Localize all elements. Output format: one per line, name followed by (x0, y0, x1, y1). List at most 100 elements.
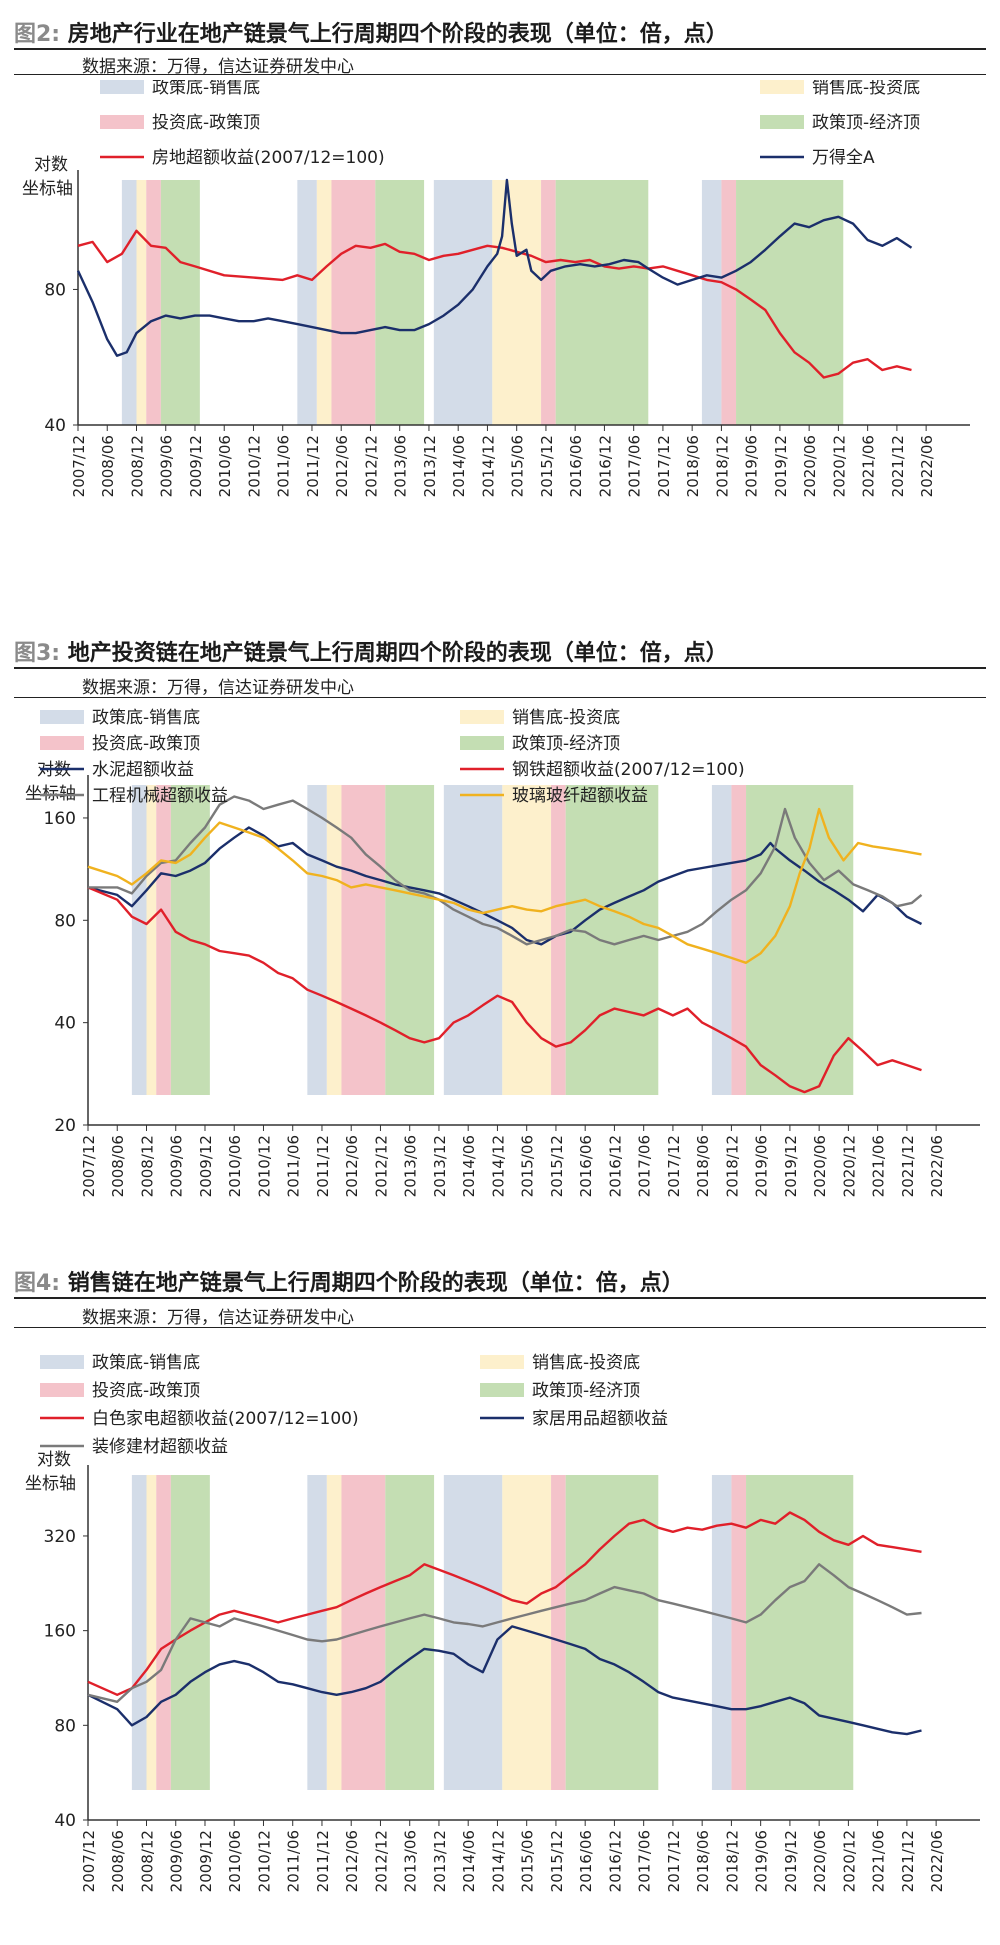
x-tick-label-2015-06: 2015/06 (519, 1830, 537, 1892)
x-tick-label-2019-06: 2019/06 (753, 1135, 771, 1197)
phase-band-政策底-销售底-3 (711, 1475, 732, 1790)
x-tick-label-2012-12: 2012/12 (372, 1830, 390, 1892)
x-tick-label-2020-06: 2020/06 (811, 1830, 829, 1892)
y-axis-title-line-1: 对数 (34, 155, 68, 175)
figure-4-title: 图4: 销售链在地产链景气上行周期四个阶段的表现（单位：倍，点） (14, 1265, 684, 1297)
x-tick-label-2014-12: 2014/12 (489, 1135, 507, 1197)
series-line-万得全A (76, 178, 913, 357)
phase-band-销售底-投资底-2 (492, 180, 542, 425)
x-tick-label-2015-12: 2015/12 (538, 435, 556, 497)
x-tick-label-2009-12: 2009/12 (197, 1830, 215, 1892)
x-tick-label-2020-12: 2020/12 (840, 1830, 858, 1892)
x-tick-label-2021-06: 2021/06 (860, 435, 878, 497)
phase-band-投资底-政策顶-1 (331, 180, 376, 425)
x-tick-label-2019-12: 2019/12 (782, 1135, 800, 1197)
x-tick-label-2010-06: 2010/06 (226, 1830, 244, 1892)
legend-swatch-政策底-销售底 (40, 1355, 84, 1369)
phase-band-投资底-政策顶-0 (146, 180, 161, 425)
x-tick-label-2022-06: 2022/06 (928, 1135, 946, 1197)
x-tick-label-2009-12: 2009/12 (187, 435, 205, 497)
phase-band-政策底-销售底-2 (443, 1475, 503, 1790)
x-tick-label-2010-12: 2010/12 (255, 1135, 273, 1197)
legend-label-政策底-销售底: 政策底-销售底 (92, 1353, 200, 1373)
figure-2-source-rule (14, 74, 986, 75)
figure-3-title: 图3: 地产投资链在地产链景气上行周期四个阶段的表现（单位：倍，点） (14, 635, 728, 667)
phase-band-政策底-销售底-1 (307, 1475, 327, 1790)
x-tick-label-2013-12: 2013/12 (421, 435, 439, 497)
x-tick-label-2010-06: 2010/06 (226, 1135, 244, 1197)
phase-band-政策顶-经济顶-2 (565, 1475, 659, 1790)
x-tick-label-2011-12: 2011/12 (304, 435, 322, 497)
legend-label-白色家电超额收益: 白色家电超额收益(2007/12=100) (92, 1409, 359, 1429)
series-line-水泥超额收益 (87, 826, 923, 946)
figure-3-label: 图3: (14, 641, 61, 666)
legend-swatch-政策底-销售底 (40, 710, 84, 724)
x-tick-label-2016-06: 2016/06 (577, 1135, 595, 1197)
figure-3: 图3: 地产投资链在地产链景气上行周期四个阶段的表现（单位：倍，点） 数据来源：… (0, 635, 1000, 1275)
x-tick-label-2016-12: 2016/12 (596, 435, 614, 497)
x-tick-label-2018-12: 2018/12 (723, 1135, 741, 1197)
phase-band-销售底-投资底-0 (136, 180, 147, 425)
legend-swatch-投资底-政策顶 (100, 115, 144, 129)
phase-band-政策底-销售底-2 (443, 785, 503, 1095)
phase-band-销售底-投资底-1 (326, 785, 342, 1095)
legend-swatch-销售底-投资底 (460, 710, 504, 724)
series-line-玻璃玻纤超额收益 (87, 807, 922, 964)
legend-label-投资底-政策顶: 投资底-政策顶 (92, 1381, 200, 1401)
x-tick-label-2012-12: 2012/12 (362, 435, 380, 497)
figure-2-label: 图2: (14, 22, 61, 47)
x-tick-label-2020-12: 2020/12 (840, 1135, 858, 1197)
phase-band-政策底-销售底-1 (307, 785, 327, 1095)
x-tick-label-2020-06: 2020/06 (811, 1135, 829, 1197)
phase-band-政策顶-经济顶-1 (375, 180, 425, 425)
legend-swatch-投资底-政策顶 (40, 736, 84, 750)
x-tick-label-2013-06: 2013/06 (402, 1830, 420, 1892)
legend-label-装修建材超额收益: 装修建材超额收益 (92, 1437, 228, 1457)
x-tick-label-2016-12: 2016/12 (606, 1830, 624, 1892)
phase-band-销售底-投资底-0 (146, 785, 157, 1095)
y-tick-label-160: 160 (44, 1622, 76, 1642)
y-tick-label-80: 80 (54, 911, 76, 931)
phase-band-投资底-政策顶-0 (156, 1475, 171, 1790)
legend-label-投资底-政策顶: 投资底-政策顶 (92, 734, 200, 754)
phase-band-销售底-投资底-2 (502, 1475, 552, 1790)
x-tick-label-2008-12: 2008/12 (138, 1135, 156, 1197)
phase-band-投资底-政策顶-2 (541, 180, 556, 425)
y-axis-title-line-2: 坐标轴 (22, 179, 73, 199)
x-tick-label-2011-12: 2011/12 (314, 1830, 332, 1892)
figure-3-source-rule (14, 697, 986, 698)
series-line-家居用品超额收益 (87, 1625, 922, 1736)
x-tick-label-2018-12: 2018/12 (723, 1830, 741, 1892)
x-tick-label-2007-12: 2007/12 (70, 435, 88, 497)
legend-label-政策顶-经济顶: 政策顶-经济顶 (512, 734, 620, 754)
phase-band-政策顶-经济顶-3 (746, 1475, 854, 1790)
x-tick-label-2014-06: 2014/06 (460, 1830, 478, 1892)
phase-band-政策底-销售底-0 (131, 1475, 147, 1790)
legend-label-家居用品超额收益: 家居用品超额收益 (532, 1409, 668, 1429)
legend-label-万得全A: 万得全A (812, 148, 875, 168)
x-tick-label-2015-06: 2015/06 (509, 435, 527, 497)
x-tick-label-2019-06: 2019/06 (753, 1830, 771, 1892)
phase-band-销售底-投资底-1 (326, 1475, 342, 1790)
legend-label-销售底-投资底: 销售底-投资底 (532, 1353, 640, 1373)
y-tick-label-20: 20 (54, 1116, 76, 1136)
x-tick-label-2009-06: 2009/06 (158, 435, 176, 497)
phase-band-投资底-政策顶-3 (731, 785, 747, 1095)
phase-band-投资底-政策顶-2 (551, 1475, 566, 1790)
legend-label-销售底-投资底: 销售底-投资底 (512, 708, 620, 728)
x-tick-label-2008-12: 2008/12 (138, 1830, 156, 1892)
figure-4-header: 图4: 销售链在地产链景气上行周期四个阶段的表现（单位：倍，点） 数据来源：万得… (14, 1265, 986, 1335)
phase-band-政策顶-经济顶-1 (385, 785, 435, 1095)
x-tick-label-2008-12: 2008/12 (128, 435, 146, 497)
phase-band-政策底-销售底-0 (131, 785, 147, 1095)
x-tick-label-2008-06: 2008/06 (109, 1830, 127, 1892)
figure-4-title-text: 销售链在地产链景气上行周期四个阶段的表现（单位：倍，点） (67, 1271, 684, 1296)
legend-label-政策顶-经济顶: 政策顶-经济顶 (812, 113, 920, 133)
series-line-装修建材超额收益 (87, 1563, 922, 1703)
x-tick-label-2010-12: 2010/12 (245, 435, 263, 497)
phase-band-投资底-政策顶-3 (721, 180, 737, 425)
series-line-钢铁超额收益 (87, 886, 922, 1094)
legend-swatch-政策顶-经济顶 (460, 736, 504, 750)
x-tick-label-2017-06: 2017/06 (636, 1135, 654, 1197)
